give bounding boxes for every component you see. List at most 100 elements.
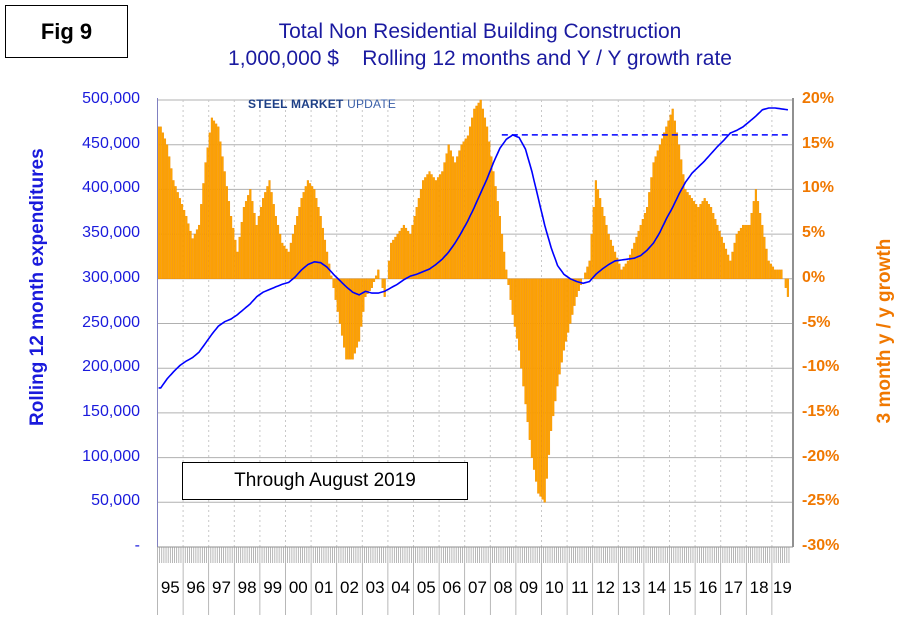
growth-bar	[174, 186, 177, 279]
growth-bar	[223, 171, 226, 280]
x-tick-label: 06	[442, 578, 462, 597]
growth-bar	[210, 117, 213, 279]
growth-bar	[227, 201, 231, 280]
growth-bar	[283, 245, 286, 280]
growth-bar	[590, 233, 593, 280]
growth-bar	[503, 251, 506, 279]
growth-bar	[426, 174, 429, 280]
growth-bar	[372, 278, 376, 282]
growth-bar	[731, 251, 734, 279]
growth-bar	[714, 218, 717, 279]
growth-bar	[170, 168, 173, 279]
growth-bar	[251, 201, 254, 280]
right-tick-label: 20%	[802, 90, 835, 107]
growth-bar	[513, 278, 516, 327]
growth-bar	[564, 278, 568, 342]
growth-bar	[522, 278, 525, 387]
growth-bar	[532, 278, 536, 470]
growth-bar	[592, 207, 595, 279]
growth-bar	[370, 278, 373, 288]
growth-bar	[637, 230, 640, 279]
growth-bar	[428, 171, 431, 280]
x-tick-label: 15	[672, 578, 692, 597]
growth-bar	[648, 192, 651, 280]
growth-bar	[750, 213, 753, 280]
x-tick-label: 17	[724, 578, 743, 597]
growth-bar	[413, 216, 416, 279]
right-tick-label: -5%	[802, 313, 831, 331]
growth-bar	[498, 216, 501, 279]
growth-bar	[319, 216, 322, 279]
growth-bar	[765, 248, 768, 279]
growth-bar	[219, 141, 222, 280]
growth-bar	[780, 269, 783, 279]
growth-bar	[778, 269, 781, 279]
growth-bar	[754, 189, 757, 279]
x-tick-label: 02	[340, 578, 359, 597]
growth-bar	[486, 126, 489, 279]
growth-bar	[686, 192, 689, 280]
growth-bar	[547, 278, 551, 455]
growth-bar	[345, 278, 348, 360]
growth-bar	[675, 132, 679, 280]
growth-bar	[460, 144, 463, 280]
growth-bar	[347, 278, 350, 360]
growth-bar	[432, 177, 435, 279]
right-tick-label: -30%	[802, 537, 840, 554]
left-tick-label: -	[134, 537, 140, 554]
growth-bar	[353, 278, 356, 354]
growth-bar	[404, 227, 408, 279]
growth-bar	[338, 278, 341, 324]
growth-bar	[628, 254, 632, 280]
growth-bar	[232, 227, 235, 279]
growth-bar	[763, 236, 766, 280]
growth-bar	[343, 278, 346, 348]
growth-bar	[298, 207, 301, 279]
growth-bar	[748, 224, 751, 280]
growth-bar	[567, 278, 570, 333]
growth-bar	[722, 242, 725, 279]
growth-bar	[257, 216, 260, 279]
growth-bar	[577, 278, 580, 291]
growth-bar	[206, 147, 209, 279]
growth-bar	[163, 138, 167, 280]
growth-bar	[411, 224, 414, 280]
growth-bar	[247, 195, 250, 280]
growth-bar	[569, 278, 572, 324]
growth-bar	[236, 251, 239, 279]
growth-bar	[340, 278, 344, 336]
growth-bar	[390, 242, 393, 279]
chart-subtitle: 1,000,000 $ Rolling 12 months and Y / Y …	[228, 47, 732, 70]
growth-bar	[477, 102, 480, 280]
growth-bar	[631, 248, 634, 279]
left-tick-label: 350,000	[82, 224, 140, 242]
growth-bar	[466, 135, 469, 279]
growth-bar	[321, 227, 324, 279]
growth-bar	[729, 260, 732, 280]
growth-bar	[424, 177, 427, 279]
growth-bar	[586, 266, 589, 280]
growth-bar	[168, 156, 171, 279]
growth-bar	[690, 198, 693, 279]
x-tick-label: 07	[468, 578, 487, 597]
growth-bar	[573, 278, 576, 306]
growth-bar	[705, 201, 708, 280]
growth-bar	[471, 117, 474, 279]
left-tick-label: 100,000	[82, 447, 140, 465]
growth-bar	[727, 254, 730, 280]
growth-bar	[697, 207, 700, 279]
left-axis-title: Rolling 12 month expenditures	[27, 148, 48, 426]
growth-bar	[468, 126, 472, 279]
growth-bar	[191, 238, 194, 280]
left-tick-label: 450,000	[82, 134, 140, 152]
growth-bar	[505, 269, 508, 279]
growth-bar	[183, 210, 186, 279]
growth-bar	[575, 278, 578, 297]
growth-bar	[364, 278, 367, 297]
growth-bar	[539, 278, 542, 497]
growth-bar	[507, 278, 510, 285]
growth-bar	[244, 201, 248, 280]
growth-bar	[368, 278, 371, 291]
growth-bar	[166, 144, 169, 280]
growth-bar	[535, 278, 538, 482]
